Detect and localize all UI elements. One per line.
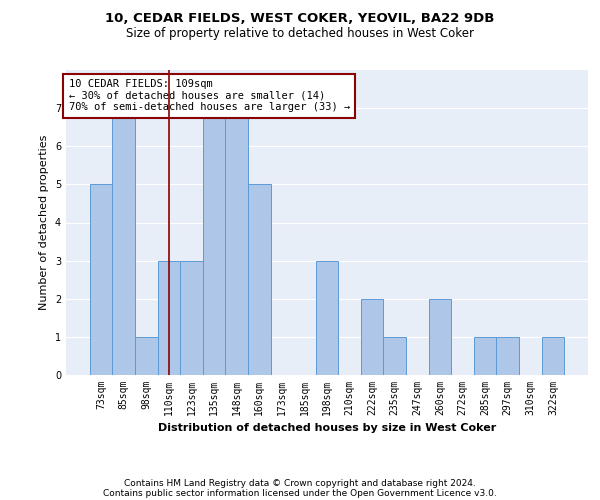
- Y-axis label: Number of detached properties: Number of detached properties: [40, 135, 49, 310]
- Text: Contains HM Land Registry data © Crown copyright and database right 2024.: Contains HM Land Registry data © Crown c…: [124, 478, 476, 488]
- Text: Size of property relative to detached houses in West Coker: Size of property relative to detached ho…: [126, 28, 474, 40]
- Bar: [203, 108, 226, 375]
- Bar: [112, 108, 135, 375]
- Bar: [496, 337, 519, 375]
- Text: 10 CEDAR FIELDS: 109sqm
← 30% of detached houses are smaller (14)
70% of semi-de: 10 CEDAR FIELDS: 109sqm ← 30% of detache…: [68, 79, 350, 112]
- Bar: [135, 337, 158, 375]
- Text: Contains public sector information licensed under the Open Government Licence v3: Contains public sector information licen…: [103, 488, 497, 498]
- Bar: [383, 337, 406, 375]
- Bar: [428, 298, 451, 375]
- Bar: [474, 337, 496, 375]
- Bar: [361, 298, 383, 375]
- Bar: [248, 184, 271, 375]
- Bar: [90, 184, 112, 375]
- Text: 10, CEDAR FIELDS, WEST COKER, YEOVIL, BA22 9DB: 10, CEDAR FIELDS, WEST COKER, YEOVIL, BA…: [106, 12, 494, 26]
- X-axis label: Distribution of detached houses by size in West Coker: Distribution of detached houses by size …: [158, 424, 496, 434]
- Bar: [226, 108, 248, 375]
- Bar: [316, 260, 338, 375]
- Bar: [542, 337, 564, 375]
- Bar: [180, 260, 203, 375]
- Bar: [158, 260, 180, 375]
